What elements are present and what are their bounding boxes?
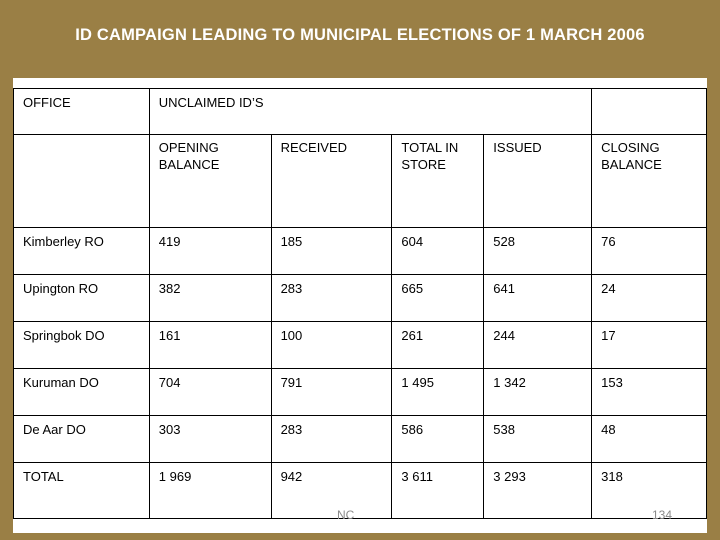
col-header-line: ISSUED xyxy=(493,140,542,155)
office-cell: De Aar DO xyxy=(13,415,150,463)
value-cell: 419 xyxy=(148,227,272,275)
col-header-line: OPENING xyxy=(158,140,219,155)
empty-office-subheader xyxy=(13,134,150,228)
value-cell: 382 xyxy=(148,274,272,322)
total-row: TOTAL 1 969 942 3 611 3 293 318 xyxy=(13,462,707,519)
value-cell: 17 xyxy=(591,321,707,369)
value-cell: 1 495 xyxy=(391,368,485,416)
header-row-2: OPENING BALANCE RECEIVED TOTAL IN STORE … xyxy=(13,134,707,228)
office-cell: Springbok DO xyxy=(13,321,150,369)
value-cell: 318 xyxy=(591,462,707,519)
page-title: ID CAMPAIGN LEADING TO MUNICIPAL ELECTIO… xyxy=(75,26,645,44)
value-cell: 261 xyxy=(391,321,485,369)
col-header-line: STORE xyxy=(401,157,446,172)
data-table: OFFICE UNCLAIMED ID’S OPENING BALANCE RE… xyxy=(13,88,707,519)
value-cell: 641 xyxy=(483,274,593,322)
value-cell: 48 xyxy=(591,415,707,463)
col-header-issued: ISSUED xyxy=(483,134,593,228)
col-header-line: CLOSING xyxy=(601,140,660,155)
col-header-total-in-store: TOTAL IN STORE xyxy=(391,134,485,228)
office-header: OFFICE xyxy=(13,88,150,135)
col-header-line: TOTAL IN xyxy=(401,140,459,155)
col-header-opening-balance: OPENING BALANCE xyxy=(148,134,272,228)
value-cell: 791 xyxy=(270,368,393,416)
header-row-1: OFFICE UNCLAIMED ID’S xyxy=(13,88,707,135)
footer-label: NC xyxy=(337,508,355,522)
group-header: UNCLAIMED ID’S xyxy=(148,88,593,135)
table-row: De Aar DO 303 283 586 538 48 xyxy=(13,415,707,463)
col-header-line: RECEIVED xyxy=(280,140,348,155)
value-cell: 303 xyxy=(148,415,272,463)
office-cell: Kimberley RO xyxy=(13,227,150,275)
office-cell: Kuruman DO xyxy=(13,368,150,416)
value-cell: 1 342 xyxy=(483,368,593,416)
table-row: Kuruman DO 704 791 1 495 1 342 153 xyxy=(13,368,707,416)
value-cell: 76 xyxy=(591,227,707,275)
value-cell: 3 293 xyxy=(483,462,593,519)
value-cell: 100 xyxy=(270,321,393,369)
value-cell: 586 xyxy=(391,415,485,463)
value-cell: 1 969 xyxy=(148,462,272,519)
office-cell: Upington RO xyxy=(13,274,150,322)
col-header-line: BALANCE xyxy=(158,157,220,172)
value-cell: 665 xyxy=(391,274,485,322)
value-cell: 161 xyxy=(148,321,272,369)
value-cell: 244 xyxy=(483,321,593,369)
value-cell: 283 xyxy=(270,415,393,463)
table-row: Kimberley RO 419 185 604 528 76 xyxy=(13,227,707,275)
page-number: 134 xyxy=(652,508,673,522)
table-sheet: OFFICE UNCLAIMED ID’S OPENING BALANCE RE… xyxy=(13,78,707,533)
value-cell: 283 xyxy=(270,274,393,322)
empty-header-cell xyxy=(591,88,707,135)
value-cell: 942 xyxy=(270,462,393,519)
value-cell: 604 xyxy=(391,227,485,275)
value-cell: 153 xyxy=(591,368,707,416)
col-header-closing-balance: CLOSING BALANCE xyxy=(591,134,707,228)
col-header-received: RECEIVED xyxy=(270,134,393,228)
value-cell: 3 611 xyxy=(391,462,485,519)
value-cell: 528 xyxy=(483,227,593,275)
value-cell: 538 xyxy=(483,415,593,463)
value-cell: 24 xyxy=(591,274,707,322)
value-cell: 185 xyxy=(270,227,393,275)
table-row: Upington RO 382 283 665 641 24 xyxy=(13,274,707,322)
table-row: Springbok DO 161 100 261 244 17 xyxy=(13,321,707,369)
value-cell: 704 xyxy=(148,368,272,416)
col-header-line: BALANCE xyxy=(601,157,662,172)
office-cell: TOTAL xyxy=(13,462,150,519)
